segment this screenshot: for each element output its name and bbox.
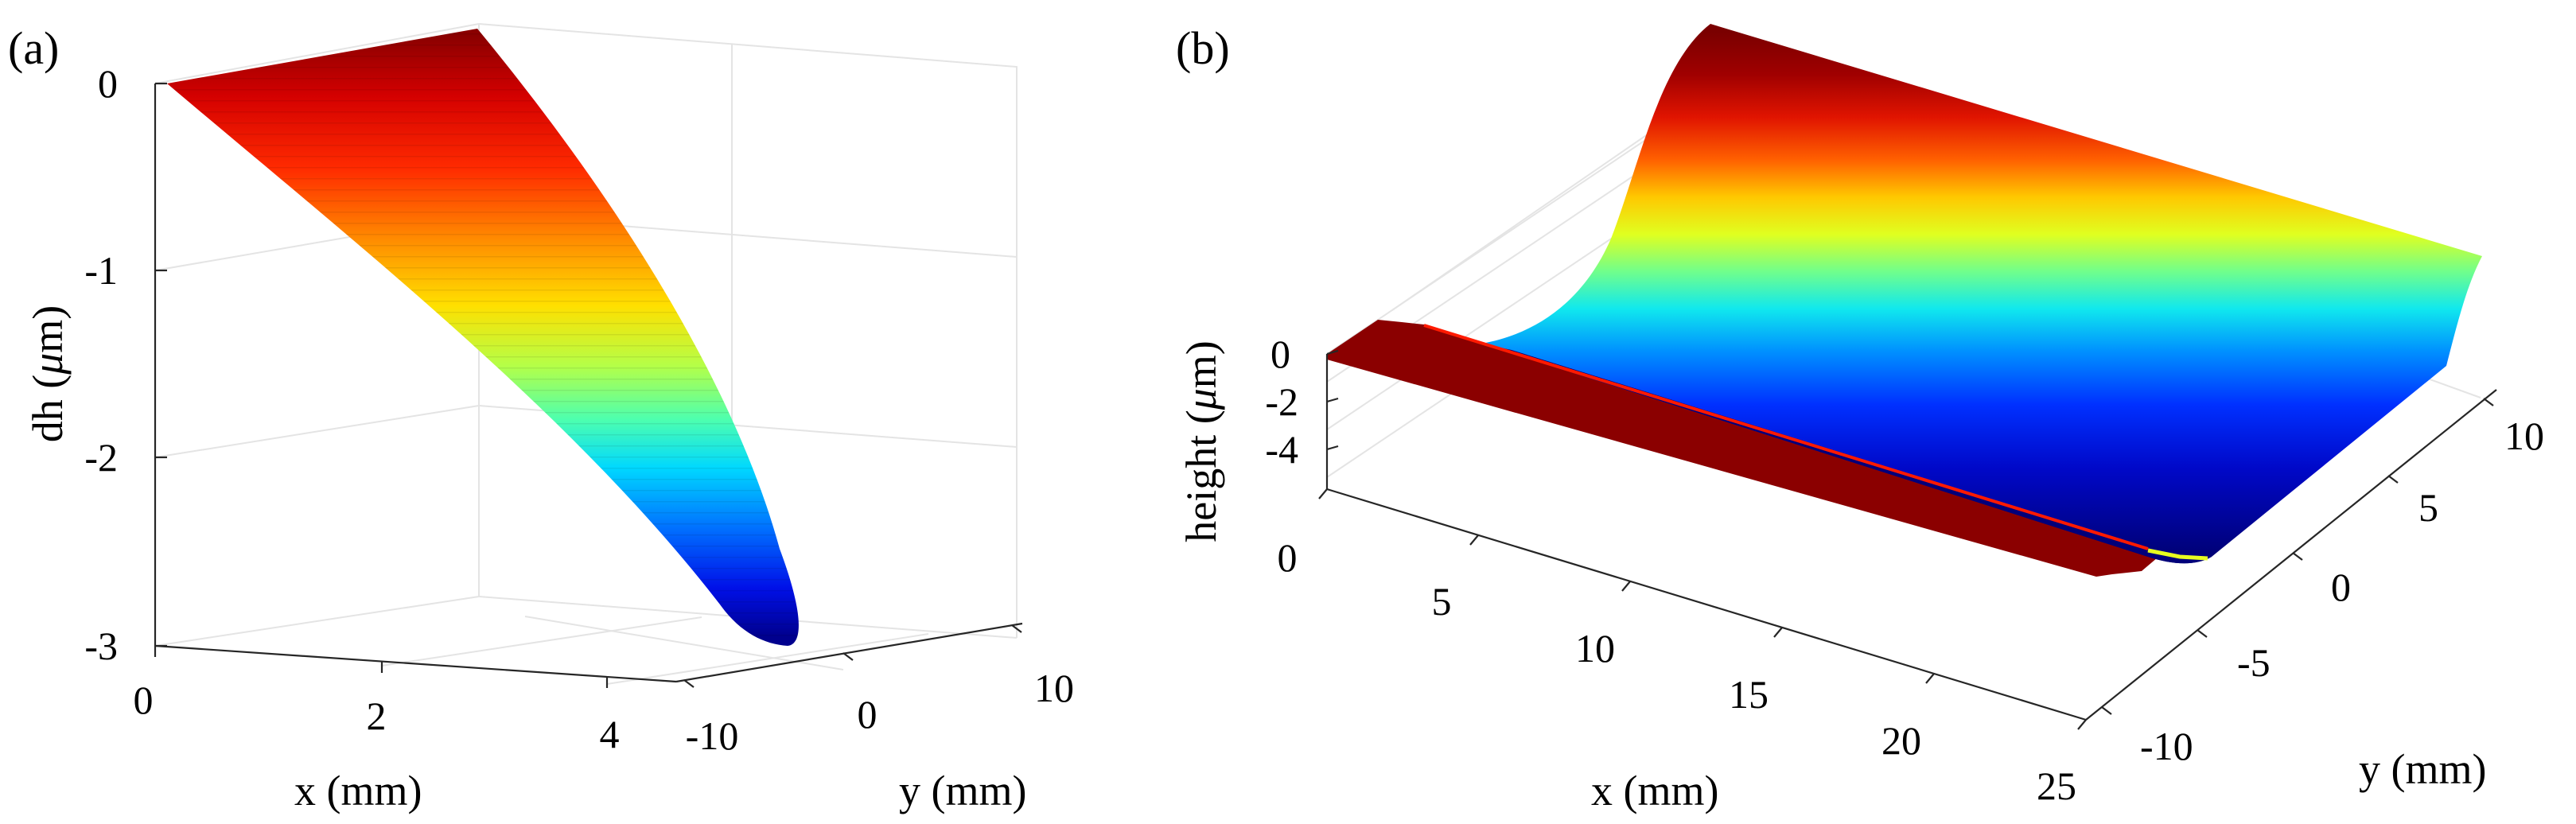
panel-a-y-tick-2: 10 (1034, 666, 1074, 710)
panel-b-x-tick-2: 10 (1575, 626, 1615, 670)
panel-b-y-tick-0: -10 (2140, 724, 2193, 768)
panel-a-z-tick-2: -2 (84, 435, 118, 480)
panel-a-z-tick-1: -1 (84, 248, 118, 293)
panel-b-x-tick-0: 0 (1278, 535, 1298, 580)
panel-b-front-rim (1327, 320, 2168, 577)
panel-a: 0 -1 -2 -3 0 2 4 -10 0 10 x (mm) y (mm) … (8, 22, 1074, 814)
panel-b-y-tick-3: 5 (2418, 485, 2438, 530)
panel-b-x-tick-4: 20 (1881, 718, 1921, 763)
panel-a-y-label: y (mm) (899, 767, 1026, 814)
panel-b-z-tick-1: -2 (1265, 379, 1298, 424)
panel-b-z-tick-2: -4 (1265, 427, 1298, 472)
panel-a-x-tick-1: 2 (367, 694, 387, 738)
panel-b-x-label: x (mm) (1591, 767, 1718, 814)
panel-b-y-tick-4: 10 (2504, 414, 2544, 458)
panel-b-x-tick-5: 25 (2037, 764, 2076, 808)
panel-a-label: (a) (8, 22, 59, 74)
panel-a-y-tick-0: -10 (686, 713, 739, 758)
panel-a-z-tick-3: -3 (84, 624, 118, 668)
panel-b-surface (1481, 24, 2482, 564)
panel-b-z-tick-0: 0 (1270, 332, 1290, 376)
panel-a-y-tick-1: 0 (858, 692, 877, 737)
panel-b-y-axis (2085, 389, 2497, 721)
panel-b-x-tick-3: 15 (1729, 672, 1769, 717)
panel-a-x-label: x (mm) (294, 767, 422, 814)
panel-a-x-tick-2: 4 (600, 712, 620, 756)
panel-b-y-tick-2: 0 (2331, 565, 2351, 609)
panel-a-y-axis (675, 622, 1023, 683)
panel-b-y-tick-1: -5 (2237, 640, 2271, 685)
panel-b-y-label: y (mm) (2359, 745, 2486, 793)
panel-a-x-axis (154, 644, 677, 683)
panel-b-x-axis (1326, 488, 2087, 721)
panel-a-z-tick-0: 0 (98, 61, 118, 106)
panel-b-x-tick-1: 5 (1432, 579, 1452, 624)
panel-a-z-label: dh (μm) (24, 305, 72, 443)
panel-a-x-tick-0: 0 (134, 678, 154, 722)
panel-b-z-label: height (μm) (1177, 340, 1225, 542)
panel-b-label: (b) (1176, 22, 1230, 74)
panel-b: 0 -2 -4 0 5 10 15 20 25 -10 -5 0 5 10 x … (1176, 22, 2544, 814)
